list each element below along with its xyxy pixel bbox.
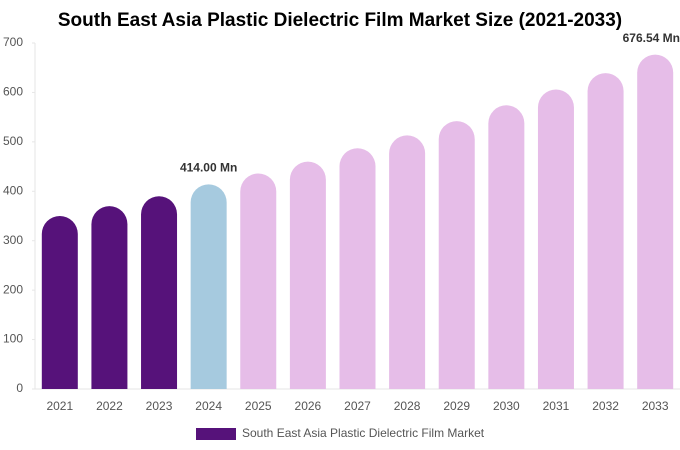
x-tick-label: 2025	[245, 399, 272, 413]
bar	[41, 216, 78, 389]
bar	[389, 135, 426, 389]
chart-title: South East Asia Plastic Dielectric Film …	[58, 10, 622, 31]
bar	[537, 89, 574, 389]
x-tick-label: 2021	[46, 399, 73, 413]
x-tick-label: 2026	[295, 399, 322, 413]
y-tick-label: 200	[3, 282, 23, 296]
x-tick-label: 2031	[543, 399, 570, 413]
bar	[141, 196, 178, 389]
y-tick-label: 500	[3, 134, 23, 148]
y-tick-label: 700	[3, 35, 23, 49]
value-label: 676.54 Mn	[623, 31, 680, 45]
legend-swatch	[196, 428, 236, 440]
y-tick-label: 0	[16, 381, 23, 395]
x-tick-label: 2029	[443, 399, 470, 413]
y-tick-label: 300	[3, 233, 23, 247]
y-tick-label: 100	[3, 332, 23, 346]
x-tick-label: 2024	[195, 399, 222, 413]
y-tick-label: 400	[3, 183, 23, 197]
x-tick-label: 2023	[146, 399, 173, 413]
bar	[190, 184, 227, 389]
bar	[587, 73, 624, 389]
bar	[488, 105, 525, 389]
bar	[91, 206, 128, 389]
x-tick-label: 2028	[394, 399, 421, 413]
bar	[438, 121, 475, 389]
x-tick-label: 2030	[493, 399, 520, 413]
legend-label: South East Asia Plastic Dielectric Film …	[242, 426, 485, 440]
y-tick-label: 600	[3, 85, 23, 99]
value-label: 414.00 Mn	[180, 161, 237, 175]
bar	[289, 161, 326, 389]
x-tick-label: 2022	[96, 399, 123, 413]
bar	[637, 54, 674, 389]
bar	[339, 148, 376, 389]
x-tick-label: 2032	[592, 399, 619, 413]
bar	[240, 173, 277, 389]
x-tick-label: 2027	[344, 399, 371, 413]
x-tick-label: 2033	[642, 399, 669, 413]
